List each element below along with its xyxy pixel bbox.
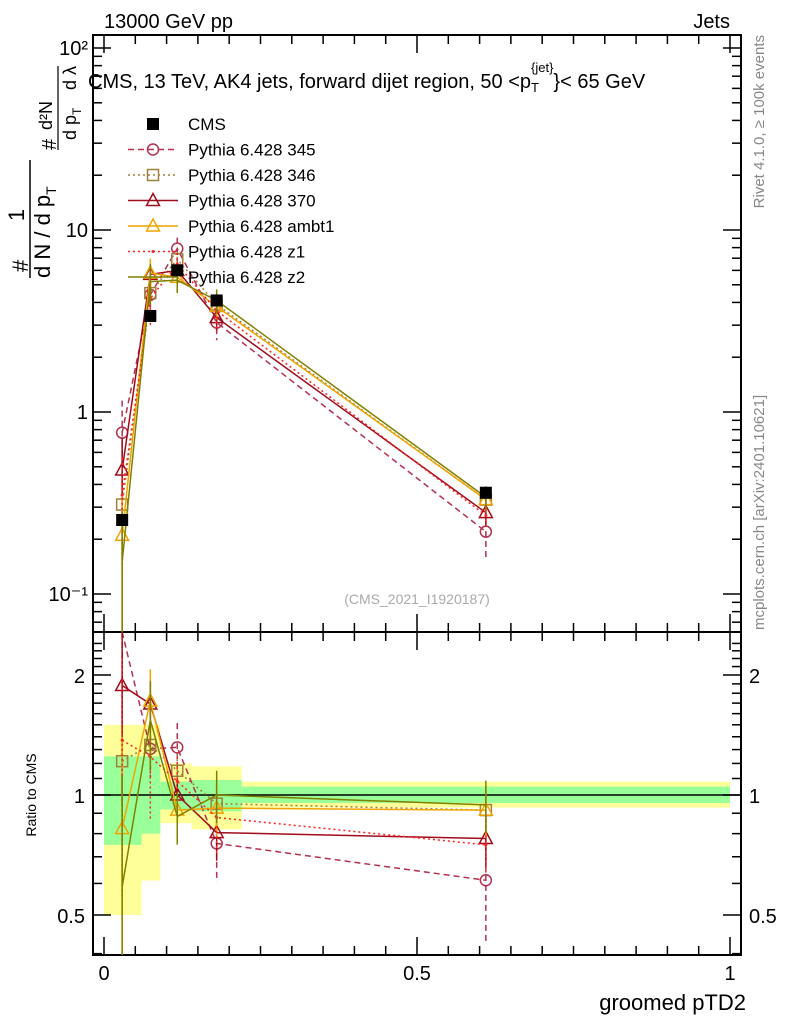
- x-tick-label: 0: [98, 963, 109, 985]
- data-point: [120, 493, 124, 497]
- cms-data-point: [479, 486, 492, 499]
- legend-marker: [146, 168, 160, 182]
- legend-entry: Pythia 6.428 z2: [128, 268, 305, 287]
- cms-data-point: [144, 309, 157, 322]
- series-line: [121, 272, 487, 536]
- series-5: [121, 264, 487, 955]
- ratio-tick-label: 1: [74, 786, 85, 808]
- chart-title: CMS, 13 TeV, AK4 jets, forward dijet reg…: [88, 60, 646, 95]
- y-tick-label: 10: [66, 220, 88, 242]
- y-axis-label: # 1 d N / d pT # d²N d pT d λ: [4, 66, 84, 278]
- ratio-y-label: Ratio to CMS: [23, 753, 39, 836]
- axes: 10² 10 1 10⁻¹ 2 2 1 1 0.5 0.5 0 0.5 1: [49, 34, 777, 985]
- rivet-label: Rivet 4.1.0, ≥ 100k events: [751, 35, 768, 208]
- legend-entry: Pythia 6.428 z1: [128, 243, 305, 262]
- legend-label: Pythia 6.428 346: [188, 166, 316, 185]
- mcplots-label: mcplots.cern.ch [arXiv:2401.10621]: [751, 395, 768, 630]
- y-label-one: 1: [4, 209, 29, 221]
- y-label-numerator-2: d²N: [36, 101, 56, 130]
- y-tick-label: 1: [77, 402, 88, 424]
- legend-marker: [146, 143, 160, 156]
- cms-data-point: [116, 514, 129, 527]
- y-label-denominator: d N / d pT: [30, 186, 59, 278]
- legend: CMS Pythia 6.428 345 Pythia 6.428 346 Pythi…: [128, 115, 334, 287]
- ratio-point: [484, 843, 488, 847]
- legend-label: Pythia 6.428 370: [188, 192, 316, 211]
- ratio-point: [120, 738, 124, 742]
- y-label-denominator-2: d pT: [60, 107, 84, 140]
- header-right: Jets: [693, 11, 730, 33]
- legend-marker: [145, 191, 161, 207]
- ratio-line: [121, 631, 486, 882]
- ratio-line: [121, 739, 486, 846]
- ratio-tick-label-right: 1: [749, 786, 760, 808]
- ratio-point: [170, 741, 184, 754]
- x-tick-label: 0.5: [403, 963, 431, 985]
- x-tick-label: 1: [724, 963, 735, 985]
- ratio-bands: [104, 724, 730, 915]
- ratio-point: [479, 874, 493, 887]
- legend-label: CMS: [188, 115, 226, 134]
- series-0: [115, 237, 493, 943]
- cms-data-point: [171, 264, 184, 277]
- y-label-dlambda: d λ: [60, 66, 80, 90]
- cms-data-point: [210, 294, 223, 307]
- ratio-line: [121, 744, 486, 811]
- y-tick-label: 10⁻¹: [49, 584, 89, 606]
- legend-entry: Pythia 6.428 ambt1: [128, 217, 334, 236]
- ratio-tick-label-right: 0.5: [749, 906, 777, 928]
- series-line: [121, 279, 487, 563]
- y-label-hash-2: #: [39, 138, 61, 150]
- ratio-tick-label-right: 2: [749, 666, 760, 688]
- ratio-point: [170, 764, 184, 778]
- series-line: [121, 262, 487, 517]
- legend-label: Pythia 6.428 z2: [188, 268, 305, 287]
- legend-label: Pythia 6.428 345: [188, 141, 316, 160]
- y-label-hash: #: [8, 259, 33, 272]
- legend-marker: [145, 217, 161, 232]
- legend-entry: Pythia 6.428 370: [128, 192, 316, 211]
- analysis-id: (CMS_2021_I1920187): [344, 591, 490, 607]
- x-axis-label: groomed pTD2: [599, 990, 746, 1015]
- series-line: [121, 258, 487, 505]
- y-tick-label: 10²: [59, 38, 88, 60]
- data-point: [478, 504, 494, 519]
- legend-label: Pythia 6.428 z1: [188, 243, 305, 262]
- legend-entry: Pythia 6.428 346: [128, 166, 316, 185]
- ratio-tick-label: 2: [74, 666, 85, 688]
- legend-label: Pythia 6.428 ambt1: [188, 217, 334, 236]
- header-left: 13000 GeV pp: [104, 11, 233, 33]
- legend-marker: [151, 250, 155, 253]
- legend-entry: CMS: [147, 115, 226, 134]
- ratio-point: [175, 779, 179, 783]
- ratio-tick-label: 0.5: [57, 906, 85, 928]
- legend-marker: [147, 118, 159, 130]
- series-line: [121, 269, 487, 514]
- data-point: [484, 513, 488, 517]
- legend-entry: Pythia 6.428 345: [128, 141, 316, 160]
